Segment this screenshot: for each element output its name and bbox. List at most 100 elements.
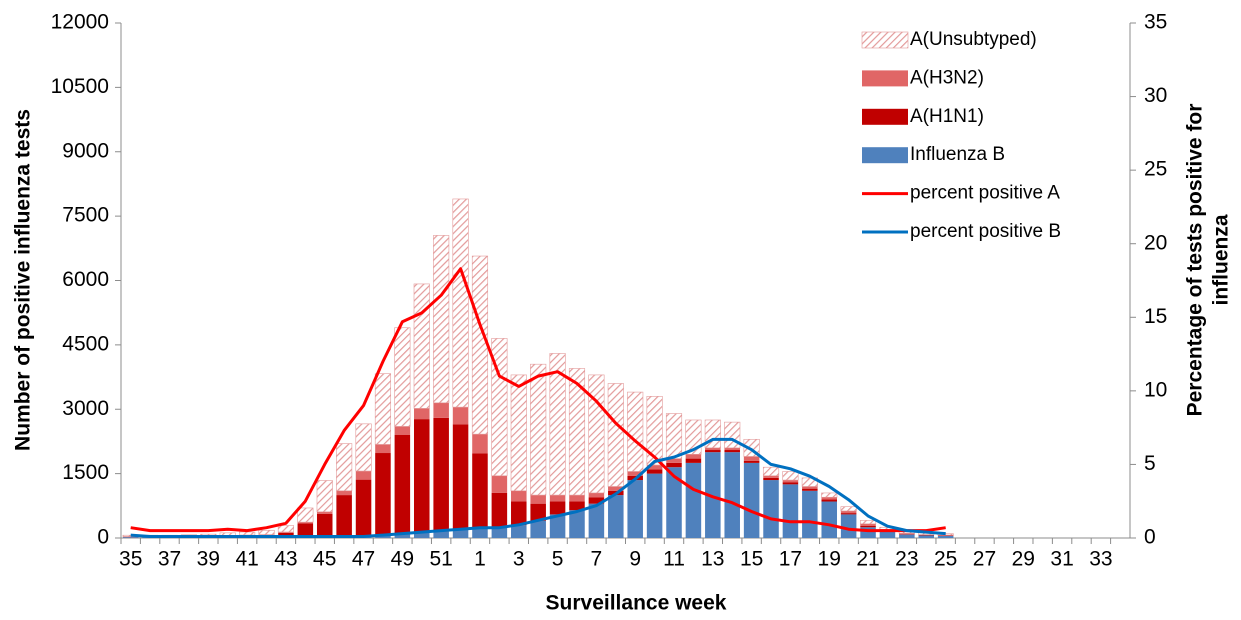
x-tick-label: 43 <box>274 548 297 571</box>
bar <box>840 506 857 512</box>
bar <box>258 529 275 535</box>
legend-label: A(Unsubtyped) <box>910 29 1037 50</box>
bar <box>569 510 585 538</box>
x-tick-label: 31 <box>1050 548 1073 571</box>
x-tick-label: 51 <box>429 548 452 571</box>
x-tick-label: 1 <box>474 548 486 571</box>
bar <box>413 408 430 420</box>
bar <box>666 458 682 463</box>
y2-tick-label: 20 <box>1144 231 1167 254</box>
y-tick-label: 12000 <box>51 11 109 34</box>
x-tick-label: 3 <box>513 548 525 571</box>
bar <box>452 424 469 530</box>
bar <box>413 283 430 409</box>
y2-tick-label: 10 <box>1144 378 1167 401</box>
bar <box>860 523 876 526</box>
x-tick-label: 49 <box>391 548 414 571</box>
bar <box>840 514 857 538</box>
bar <box>705 450 721 453</box>
bar <box>666 462 682 468</box>
bar <box>608 495 624 538</box>
x-tick-label: 17 <box>779 548 802 571</box>
bar <box>394 426 411 435</box>
line <box>130 267 946 533</box>
bar <box>549 514 566 538</box>
x-tick-label: 29 <box>1012 548 1035 571</box>
legend-label: percent positive B <box>910 221 1061 242</box>
bar <box>491 527 508 538</box>
bar <box>375 453 391 535</box>
bar <box>627 471 643 476</box>
bar <box>355 479 372 536</box>
y-tick-label: 9000 <box>62 139 109 162</box>
x-axis-title: Surveillance week <box>546 592 727 615</box>
bar <box>685 458 702 463</box>
bar <box>433 531 449 538</box>
bar <box>859 520 877 525</box>
bar <box>433 235 450 404</box>
bar <box>646 396 663 466</box>
bar <box>821 497 838 500</box>
bar <box>646 473 663 538</box>
bar <box>452 407 469 425</box>
bar <box>316 513 333 537</box>
bar <box>821 501 838 538</box>
bar <box>530 520 546 538</box>
bar <box>782 482 799 485</box>
x-tick-label: 37 <box>158 548 181 571</box>
bar <box>724 421 741 449</box>
bar <box>608 486 624 491</box>
bar <box>588 503 605 538</box>
y-tick-label: 3000 <box>62 397 109 420</box>
bar <box>491 338 508 477</box>
bar <box>685 462 702 538</box>
bar <box>860 525 876 528</box>
bar <box>627 391 644 472</box>
bar <box>569 501 585 511</box>
bar <box>472 528 488 538</box>
bar <box>743 460 760 463</box>
line <box>130 437 946 538</box>
legend-label: percent positive A <box>910 183 1060 204</box>
y2-tick-label: 30 <box>1144 84 1167 107</box>
legend-swatch <box>862 70 908 87</box>
y2-axis-title: influenza <box>1210 214 1233 305</box>
bar <box>355 471 372 480</box>
bar <box>918 535 935 538</box>
bar <box>568 368 586 496</box>
bar <box>763 475 779 478</box>
bar <box>705 447 721 451</box>
bar <box>588 497 605 504</box>
bar <box>782 471 799 481</box>
bar <box>763 477 779 481</box>
bar <box>471 255 489 435</box>
bar <box>588 492 605 498</box>
x-tick-label: 39 <box>197 548 220 571</box>
bar <box>452 529 469 538</box>
y-tick-label: 4500 <box>62 332 109 355</box>
bar <box>782 484 799 538</box>
legend-swatch <box>862 108 908 125</box>
bar <box>763 480 779 538</box>
bar <box>413 419 430 533</box>
x-tick-label: 41 <box>235 548 258 571</box>
bar <box>316 511 333 514</box>
bar <box>879 531 896 538</box>
bar <box>549 353 566 496</box>
y-tick-label: 6000 <box>62 268 109 291</box>
bar <box>316 480 333 513</box>
x-tick-label: 27 <box>973 548 996 571</box>
bar <box>802 486 818 489</box>
y-tick-label: 0 <box>97 526 109 549</box>
bar <box>821 492 838 498</box>
bar <box>607 383 624 487</box>
bar <box>782 480 799 483</box>
bar <box>394 327 411 427</box>
bar <box>491 492 508 528</box>
bar <box>705 452 721 538</box>
bar <box>762 466 780 477</box>
bar <box>821 499 838 502</box>
bar <box>840 513 857 515</box>
y-tick-label: 1500 <box>62 461 109 484</box>
bar <box>511 525 527 538</box>
